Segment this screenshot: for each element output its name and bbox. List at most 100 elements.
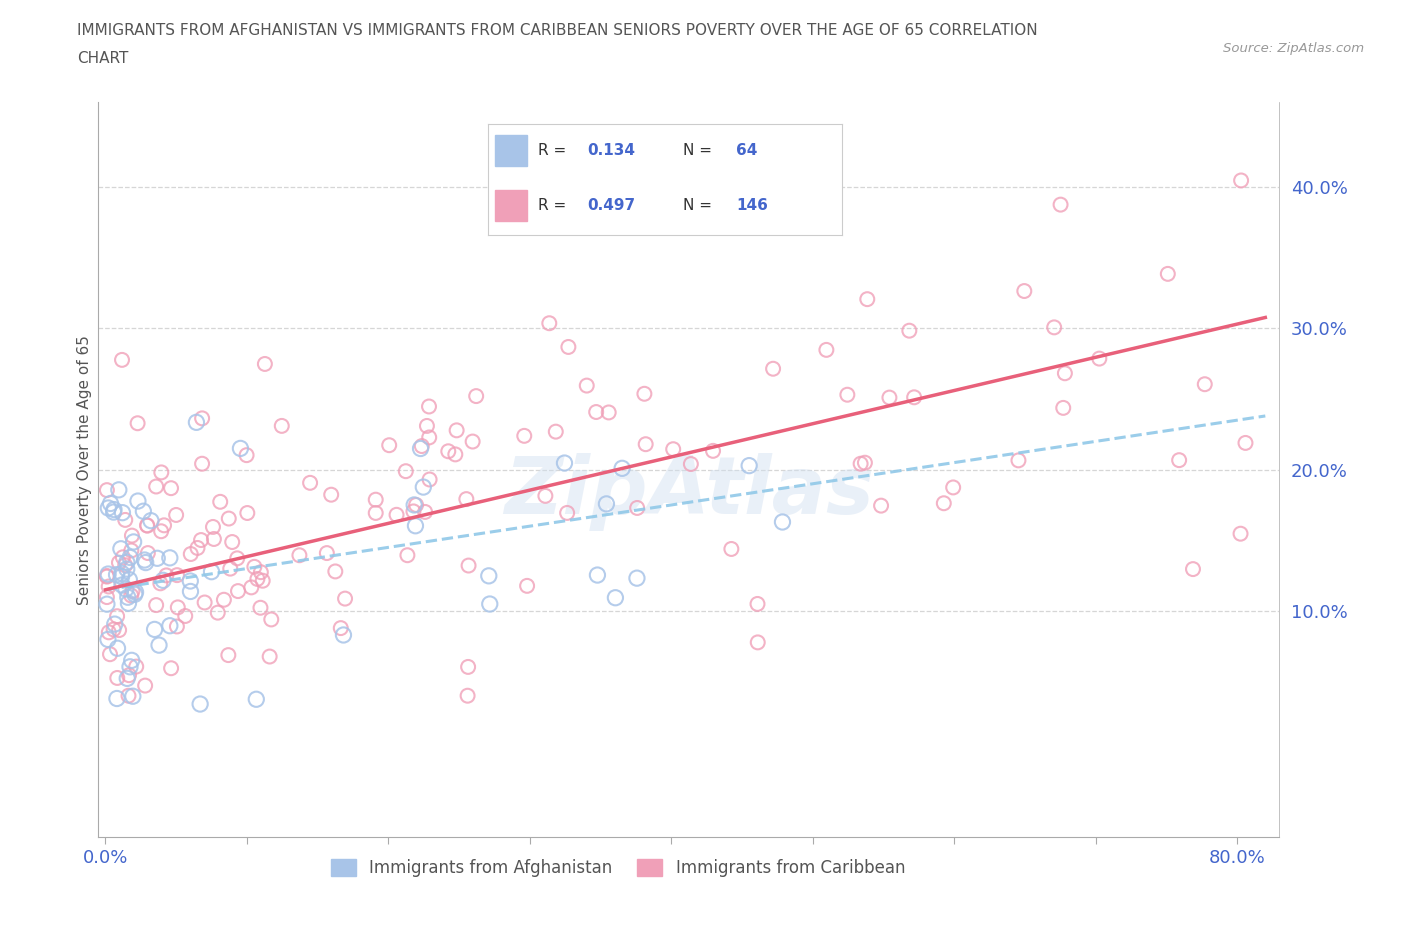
Point [555,506,578,521]
Point [585,405,607,419]
Point [378,438,401,453]
Point [229,441,252,456]
Point [1168,453,1191,468]
Point [1052,401,1074,416]
Point [97,500,120,515]
Point [200,565,222,579]
Point [148,638,170,653]
Point [174,608,197,623]
Point [260,612,283,627]
Point [111,550,134,565]
Point [575,379,598,393]
Point [235,447,257,462]
Point [853,456,876,471]
Point [180,547,202,562]
Point [188,697,211,711]
Point [461,434,484,449]
Point [1043,320,1066,335]
Text: CHART: CHART [77,51,129,66]
Point [202,532,225,547]
Point [110,541,132,556]
Point [702,444,724,458]
Point [610,461,633,476]
Point [557,339,579,354]
Point [457,688,479,703]
Point [299,475,322,490]
Point [120,543,142,558]
Point [634,437,657,452]
Point [815,342,838,357]
Point [145,598,167,613]
Point [104,617,127,631]
Point [103,502,125,517]
Point [738,458,761,473]
Text: Source: ZipAtlas.com: Source: ZipAtlas.com [1223,42,1364,55]
Point [120,550,142,565]
Point [124,585,146,600]
Point [190,533,212,548]
Point [160,481,183,496]
Point [747,596,769,611]
Point [553,456,575,471]
Point [605,591,627,605]
Point [143,622,166,637]
Point [108,555,131,570]
Point [115,671,138,685]
Point [155,568,177,583]
Point [1234,435,1257,450]
Point [385,508,408,523]
Point [849,457,872,472]
Point [411,439,433,454]
Point [1088,352,1111,366]
Point [179,574,201,589]
Point [404,518,426,533]
Point [437,444,460,458]
Point [409,441,432,456]
Point [418,399,440,414]
Point [413,504,436,519]
Point [679,457,702,472]
Point [249,600,271,615]
Point [124,587,146,602]
Point [598,405,620,419]
Point [1053,365,1076,380]
Text: ZipAtlas: ZipAtlas [503,453,875,531]
Point [405,498,427,512]
Point [103,622,125,637]
Point [762,362,785,377]
Y-axis label: Seniors Poverty Over the Age of 65: Seniors Poverty Over the Age of 65 [77,335,91,604]
Point [159,618,181,633]
Point [114,558,136,573]
Point [121,584,143,599]
Point [218,512,240,526]
Point [270,418,292,433]
Point [332,628,354,643]
Point [136,546,159,561]
Point [115,562,138,577]
Point [446,423,468,438]
Point [110,569,132,584]
Point [191,411,214,426]
Point [457,659,479,674]
Point [212,592,235,607]
Point [321,487,343,502]
Point [117,688,139,703]
Legend: Immigrants from Afghanistan, Immigrants from Caribbean: Immigrants from Afghanistan, Immigrants … [325,852,912,883]
Point [246,572,269,587]
Point [396,548,419,563]
Point [416,418,439,433]
Point [121,653,143,668]
Point [96,569,118,584]
Text: IMMIGRANTS FROM AFGHANISTAN VS IMMIGRANTS FROM CARIBBEAN SENIORS POVERTY OVER TH: IMMIGRANTS FROM AFGHANISTAN VS IMMIGRANT… [77,23,1038,38]
Point [402,504,425,519]
Point [288,548,311,563]
Point [209,495,232,510]
Point [105,671,128,685]
Point [879,391,901,405]
Point [115,581,138,596]
Point [720,541,742,556]
Point [1181,562,1204,577]
Point [236,506,259,521]
Point [105,567,128,582]
Point [114,512,136,527]
